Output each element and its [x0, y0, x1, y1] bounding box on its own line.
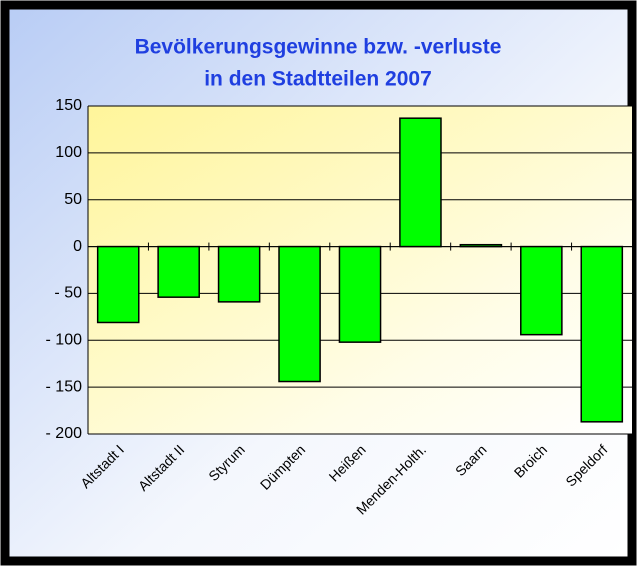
y-tick-label: 0: [73, 238, 82, 255]
y-tick-label: - 150: [46, 378, 83, 395]
y-tick-label: 50: [64, 191, 82, 208]
y-tick-label: 100: [55, 144, 82, 161]
bar: [338, 245, 382, 343]
bar: [520, 245, 563, 336]
bar: [217, 245, 261, 303]
chart-title: Bevölkerungsgewinne bzw. -verluste: [135, 36, 502, 59]
y-tick-label: - 200: [46, 425, 83, 442]
y-tick-label: - 100: [46, 332, 83, 349]
y-tick-label: - 50: [54, 285, 82, 302]
bar: [580, 245, 624, 423]
bar: [459, 243, 503, 248]
y-tick-label: 150: [55, 97, 82, 114]
chart-title: in den Stadtteilen 2007: [204, 68, 432, 91]
bar: [96, 245, 140, 324]
bar: [399, 117, 442, 248]
bar: [278, 245, 321, 383]
bar: [157, 245, 200, 298]
